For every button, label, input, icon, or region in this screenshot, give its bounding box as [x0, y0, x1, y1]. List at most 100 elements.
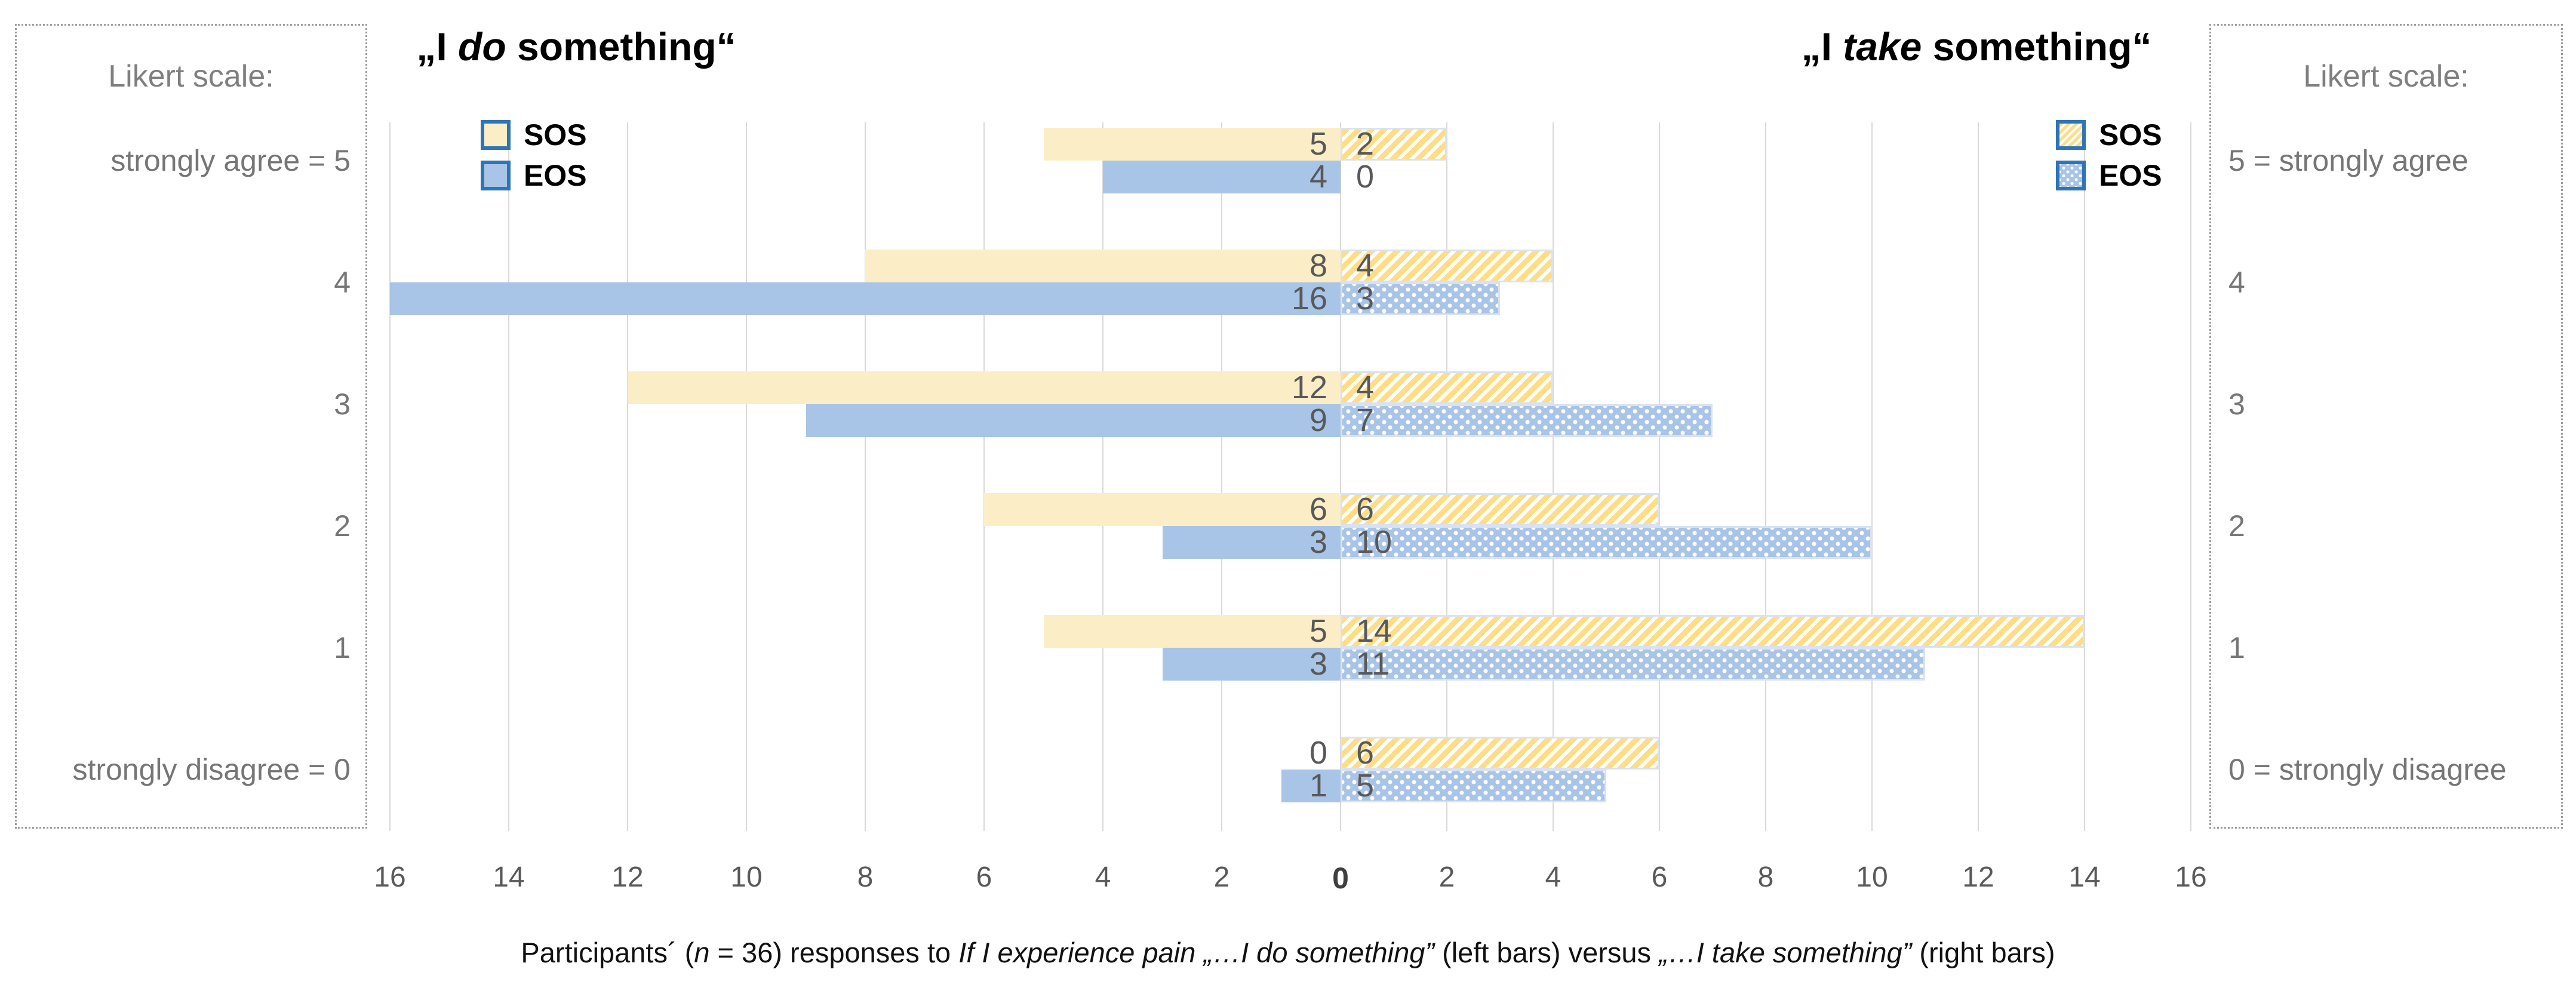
- bar-sos-right-likert4: [1341, 250, 1553, 282]
- bar-sos-right-likert1: [1341, 615, 2085, 648]
- caption-part-0: Participants´ (: [521, 937, 694, 968]
- likert-right-label-4: 4: [2228, 266, 2245, 299]
- sos-swatch-left: [481, 120, 511, 150]
- bar-eos-left-likert3: [806, 404, 1341, 437]
- gridline-right-2: [1446, 122, 1447, 831]
- eos-swatch-left: [481, 161, 511, 190]
- left-panel-title-pre: „I: [416, 24, 459, 69]
- x-tick-left-10: 10: [730, 861, 763, 893]
- bar-eos-right-likert1: [1341, 648, 1925, 681]
- gridline-left-4: [1102, 122, 1103, 831]
- legend-label-right-eos: EOS: [2099, 159, 2162, 192]
- legend-label-left-sos: SOS: [524, 118, 587, 152]
- bar-eos-right-likert3: [1341, 404, 1713, 437]
- left-panel-title: „I do something“: [416, 24, 736, 69]
- likert-left-label-2: 2: [334, 509, 351, 543]
- caption-part-4: „…I do something”: [1203, 937, 1435, 968]
- gridline-right-12: [1978, 122, 1979, 831]
- legend-item-right-eos: EOS: [2056, 159, 2162, 192]
- caption-part-6: „…I take something”: [1659, 937, 1912, 968]
- right-panel-title: „I take something“: [1802, 24, 2152, 69]
- x-tick-left-12: 12: [611, 861, 644, 893]
- x-tick-right-16: 16: [2175, 861, 2207, 893]
- x-tick-left-16: 16: [374, 861, 406, 893]
- likert-right-label-2: 2: [2228, 509, 2245, 543]
- value-sos-left-likert3: 12: [1291, 370, 1327, 405]
- value-eos-left-likert3: 9: [1309, 402, 1327, 438]
- right-panel-title-post: something“: [1922, 24, 2152, 69]
- x-tick-left-14: 14: [493, 861, 525, 893]
- value-eos-left-likert5: 4: [1309, 159, 1327, 195]
- figure-caption: Participants´ (n = 36) responses to If I…: [521, 936, 2055, 969]
- value-sos-left-likert0: 0: [1309, 735, 1327, 771]
- bar-eos-left-likert2: [1162, 526, 1341, 559]
- x-tick-right-8: 8: [1757, 861, 1774, 893]
- x-tick-right-6: 6: [1651, 861, 1668, 893]
- right-panel-title-italic: take: [1843, 24, 1922, 69]
- legend-label-right-sos: SOS: [2099, 118, 2162, 152]
- bar-eos-left-likert5: [1103, 161, 1341, 193]
- caption-part-5: (left bars) versus: [1434, 937, 1659, 968]
- bar-eos-left-likert0: [1281, 770, 1341, 802]
- value-eos-left-likert4: 16: [1291, 281, 1327, 316]
- bar-sos-left-likert3: [628, 371, 1341, 404]
- caption-part-1: n: [694, 937, 710, 968]
- caption-part-2: = 36) responses to: [709, 937, 959, 968]
- bar-sos-left-likert5: [1043, 128, 1341, 161]
- gridline-center-0: [1340, 122, 1341, 831]
- value-eos-right-likert1: 11: [1356, 646, 1390, 682]
- bar-eos-right-likert0: [1341, 770, 1606, 802]
- sos-swatch-right: [2056, 120, 2086, 150]
- value-eos-right-likert5: 0: [1356, 159, 1375, 195]
- legend-item-right-sos: SOS: [2056, 118, 2162, 152]
- left-panel-title-italic: do: [458, 24, 506, 69]
- value-eos-right-likert0: 5: [1356, 768, 1375, 804]
- x-tick-right-4: 4: [1545, 861, 1561, 893]
- likert-left-label-3: 3: [334, 387, 351, 421]
- value-sos-right-likert0: 6: [1356, 735, 1375, 771]
- value-sos-right-likert5: 2: [1356, 126, 1375, 162]
- value-sos-left-likert2: 6: [1309, 491, 1327, 527]
- left-panel-title-post: something“: [506, 24, 736, 69]
- x-tick-right-10: 10: [1856, 861, 1888, 893]
- value-eos-right-likert3: 7: [1356, 402, 1375, 438]
- value-eos-left-likert2: 3: [1309, 524, 1327, 560]
- likert-right-label-1: 1: [2228, 631, 2245, 664]
- gridline-left-2: [1221, 122, 1222, 831]
- value-sos-right-likert4: 4: [1356, 248, 1375, 284]
- x-tick-left-4: 4: [1095, 861, 1111, 893]
- value-sos-left-likert1: 5: [1309, 613, 1327, 649]
- value-sos-right-likert1: 14: [1356, 613, 1392, 649]
- gridline-left-14: [508, 122, 509, 831]
- bar-sos-left-likert4: [865, 250, 1341, 282]
- legend-label-left-eos: EOS: [524, 159, 587, 192]
- value-sos-left-likert4: 8: [1309, 248, 1327, 284]
- x-tick-left-8: 8: [857, 861, 874, 893]
- likert-left-label-1: 1: [334, 631, 351, 664]
- likert-scale-title-left: Likert scale:: [108, 59, 274, 94]
- legend-item-left-eos: EOS: [481, 159, 587, 192]
- legend-item-left-sos: SOS: [481, 118, 587, 152]
- gridline-right-16: [2190, 122, 2191, 831]
- gridline-left-10: [746, 122, 747, 831]
- bar-sos-right-likert2: [1341, 493, 1659, 526]
- x-tick-right-12: 12: [1962, 861, 1994, 893]
- value-eos-right-likert4: 3: [1356, 281, 1375, 316]
- legend-left: SOS EOS: [481, 118, 587, 201]
- value-sos-left-likert5: 5: [1309, 126, 1327, 162]
- bar-sos-right-likert5: [1341, 128, 1447, 161]
- gridline-right-14: [2084, 122, 2085, 831]
- bar-eos-right-likert2: [1341, 526, 1872, 559]
- value-sos-right-likert3: 4: [1356, 370, 1375, 405]
- x-tick-right-14: 14: [2068, 861, 2101, 893]
- gridline-left-6: [983, 122, 985, 831]
- likert-left-label-4: 4: [334, 266, 351, 299]
- likert-right-label-0: 0 = strongly disagree: [2228, 753, 2507, 786]
- gridline-right-6: [1659, 122, 1660, 831]
- gridline-left-8: [865, 122, 866, 831]
- likert-right-label-5: 5 = strongly agree: [2228, 144, 2469, 177]
- gridline-left-12: [627, 122, 628, 831]
- bar-sos-right-likert3: [1341, 371, 1553, 404]
- likert-scale-box-left: [15, 24, 367, 829]
